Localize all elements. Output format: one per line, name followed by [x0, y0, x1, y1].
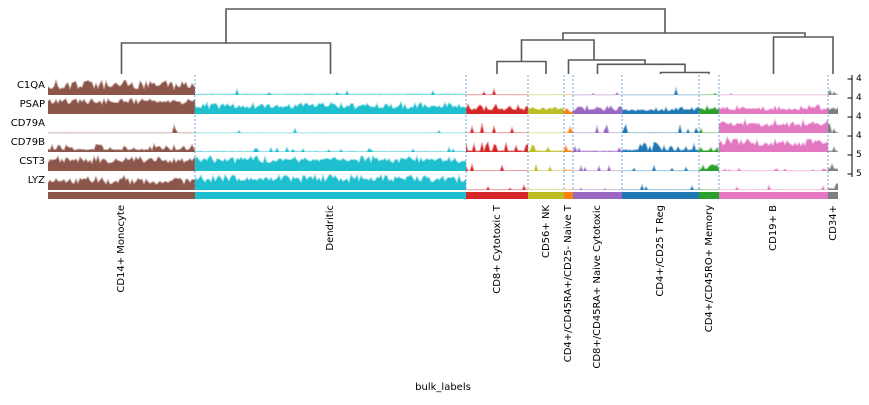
x-axis-title: bulk_labels	[415, 382, 471, 393]
group-label-dendritic: Dendritic	[325, 205, 336, 251]
gene-label-cd79a: CD79A	[10, 118, 45, 129]
group-label-cd14-monocyte: CD14+ Monocyte	[116, 205, 127, 293]
gene-label-cst3: CST3	[19, 156, 45, 167]
group-label-cd19-b: CD19+ B	[768, 205, 779, 251]
group-label-naive-cytotoxic: CD8+/CD45RA+ Naive Cytotoxic	[592, 205, 603, 369]
gene-label-psap: PSAP	[19, 99, 45, 110]
gene-label-c1qa: C1QA	[16, 80, 45, 91]
ymax-label-row1: 4	[856, 74, 862, 84]
ymax-label-row2: 4	[856, 93, 862, 103]
gene-label-cd79b: CD79B	[10, 137, 45, 148]
group-label-cd8-cytotoxic-t: CD8+ Cytotoxic T	[491, 205, 503, 294]
group-label-naive-t: CD4+/CD45RA+/CD25- Naive T	[563, 205, 574, 363]
group-label-cd56-nk: CD56+ NK	[540, 205, 552, 259]
ymax-label-row3: 4	[856, 112, 862, 122]
ymax-label-row6: 5	[856, 169, 862, 179]
group-label-cd45ro-memory: CD4+/CD45RO+ Memory	[703, 205, 715, 333]
group-label-cd34: CD34+	[827, 205, 839, 241]
ymax-label-row5: 5	[856, 150, 862, 160]
ymax-label-row4: 4	[856, 131, 862, 141]
gene-label-lyz: LYZ	[27, 175, 45, 186]
group-label-t-reg: CD4+/CD25 T Reg	[655, 205, 666, 297]
